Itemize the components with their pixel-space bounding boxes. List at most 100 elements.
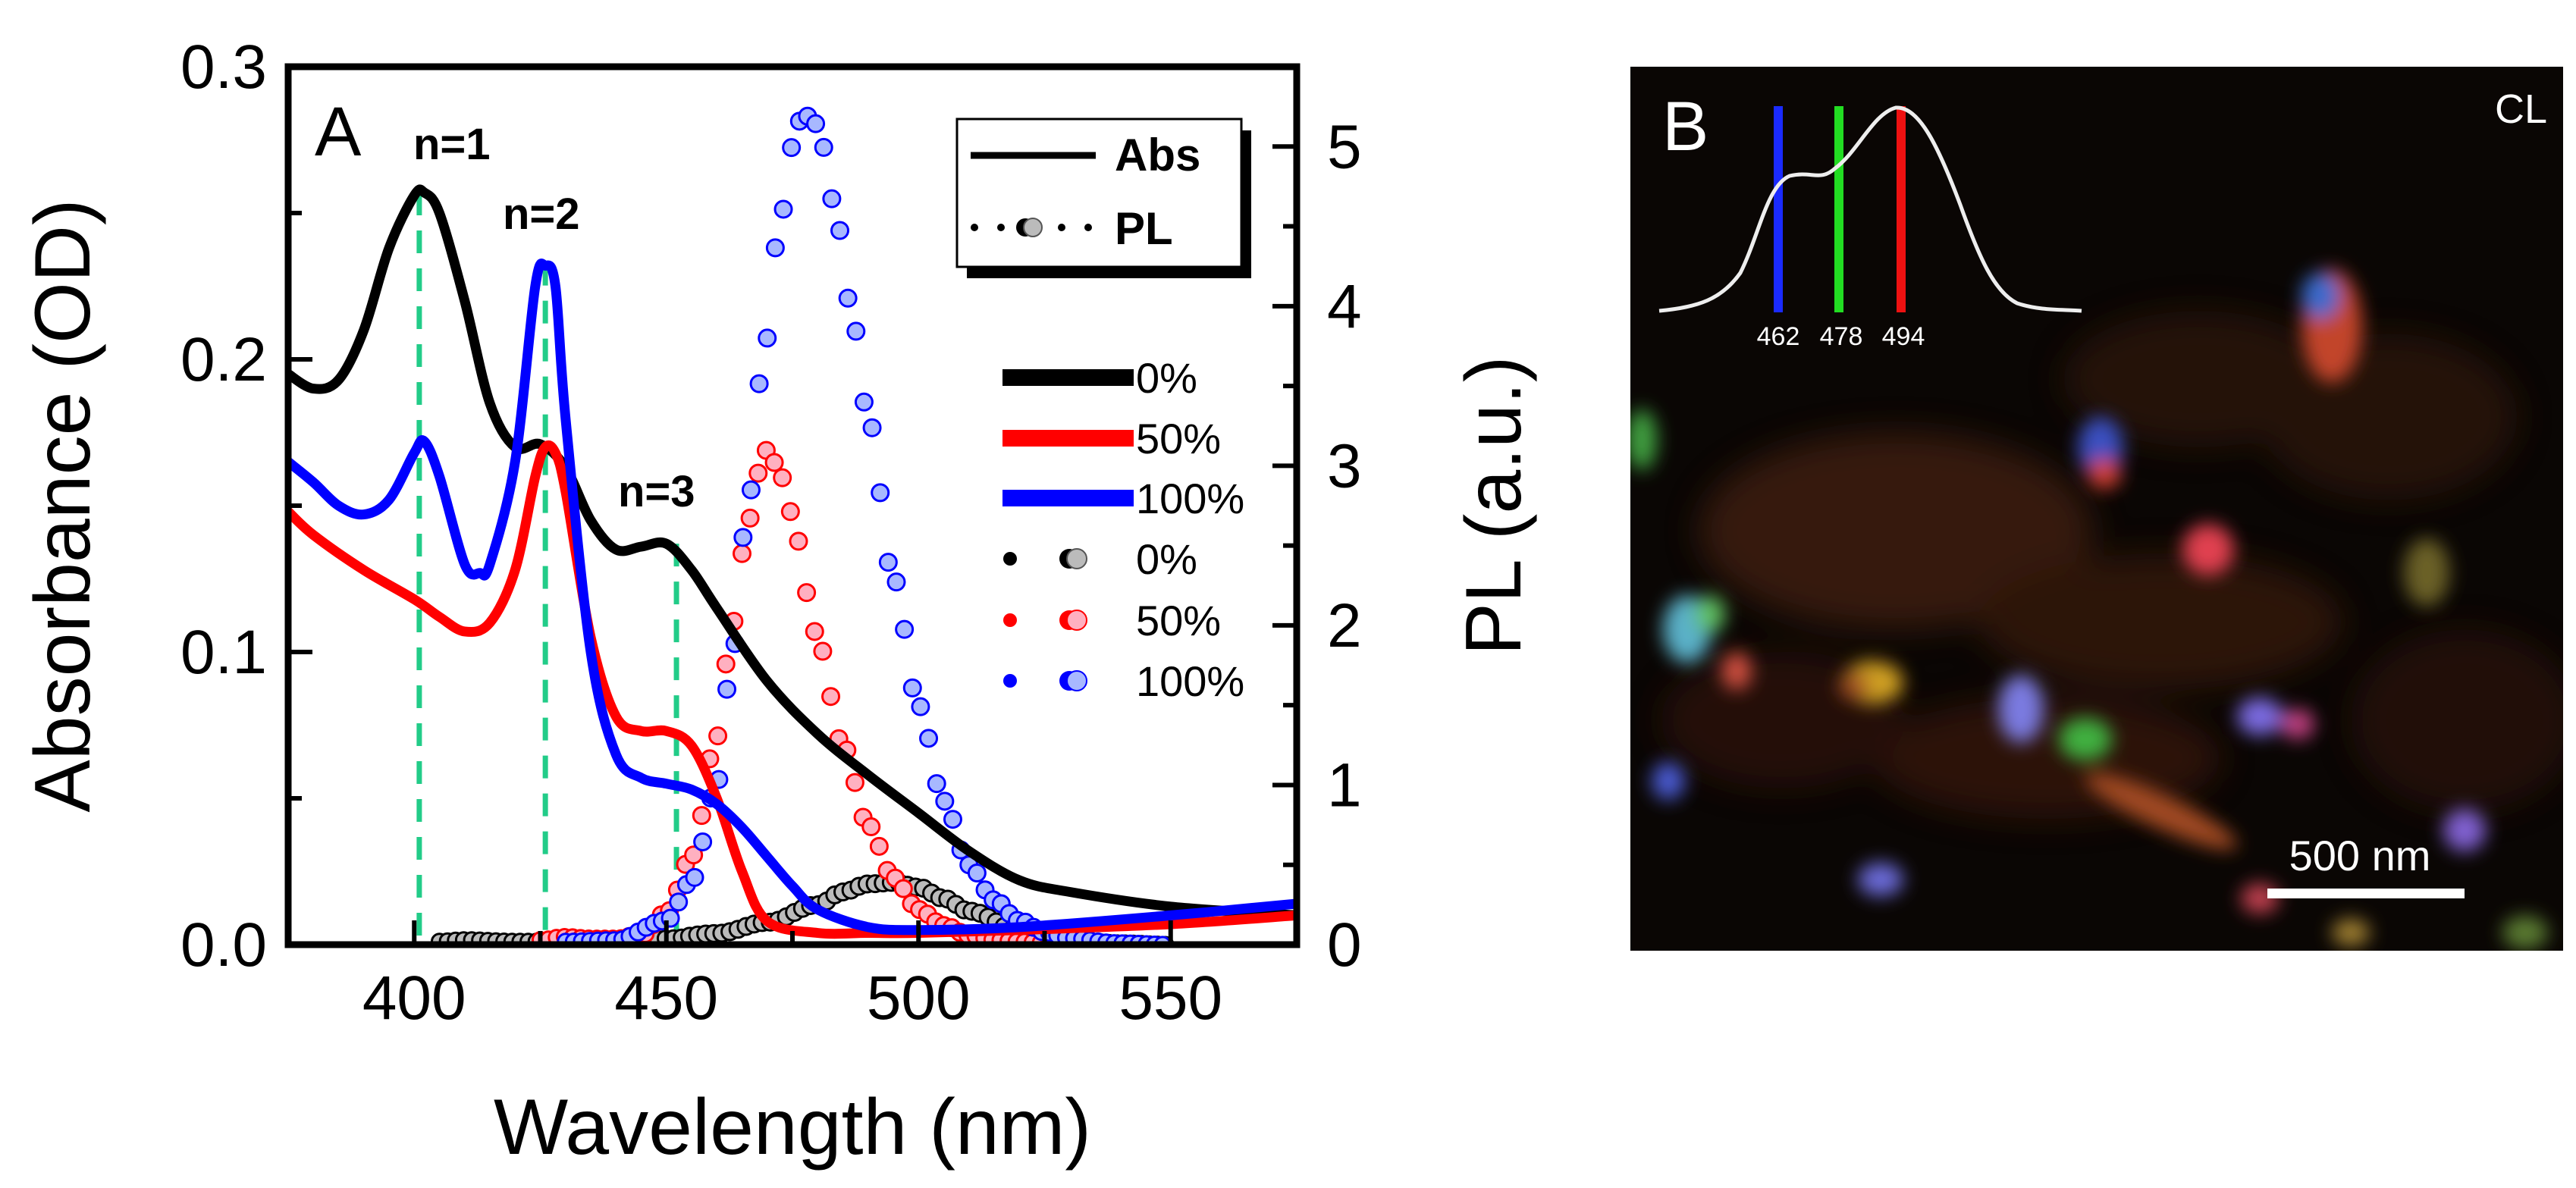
panel-b-cl-image: 462 478 494 B CL 500 nm	[1630, 67, 2563, 951]
pl-point	[789, 531, 808, 551]
y-tick-label-left: 0.1	[180, 618, 267, 687]
pl-point	[805, 622, 824, 641]
legend-pl-marker	[971, 218, 1092, 237]
pl-point	[854, 392, 874, 412]
legend-pl-100-marker	[1003, 670, 1087, 691]
pl-point	[758, 328, 777, 348]
pl-point	[748, 463, 768, 483]
pl-point	[862, 418, 882, 437]
legend-series: 0% 50% 100% 0% 50% 100%	[1002, 354, 1244, 705]
inset-label-494: 494	[1882, 322, 1925, 351]
pl-point	[902, 678, 922, 697]
pl-point	[780, 502, 800, 522]
pl-point	[733, 528, 753, 547]
pl-point	[693, 832, 713, 851]
x-axis-label: Wavelength (nm)	[494, 1083, 1091, 1171]
pl-point	[846, 321, 866, 341]
pl-point	[733, 544, 751, 563]
pl-point	[893, 879, 913, 898]
legend-abs-0-label: 0%	[1136, 354, 1197, 402]
pl-point	[749, 374, 769, 393]
pl-point	[911, 697, 930, 716]
y-tick-label-right: 3	[1327, 431, 1362, 500]
y-tick-label-left: 0.0	[180, 911, 267, 980]
annotation-n2: n=2	[503, 190, 580, 239]
pl-point	[830, 221, 850, 240]
legend-abs-50-label: 50%	[1136, 415, 1221, 462]
guide-lines	[416, 192, 679, 945]
pl-point	[692, 806, 711, 826]
y-tick-label-right: 1	[1327, 751, 1362, 820]
pl-point	[919, 729, 939, 748]
legend-abs-label: Abs	[1115, 130, 1200, 180]
pl-point	[895, 619, 915, 639]
legend-style-box	[955, 118, 1243, 268]
pl-point	[685, 867, 704, 887]
x-tick-label: 550	[1119, 964, 1222, 1033]
pl-point	[740, 508, 760, 528]
legend-pl-0-marker	[1003, 548, 1087, 569]
scale-bar	[2267, 889, 2465, 898]
pl-point	[869, 836, 889, 856]
legend-pl-50-marker	[1003, 610, 1087, 631]
cl-mode-label: CL	[2495, 86, 2547, 132]
pl-point	[943, 810, 962, 829]
pl-point	[717, 679, 737, 699]
scale-bar-label: 500 nm	[2289, 832, 2431, 879]
legend-abs-100-label: 100%	[1136, 475, 1244, 522]
annotation-n3: n=3	[618, 467, 695, 516]
y-tick-label-left: 0.2	[180, 325, 267, 394]
pl-point	[773, 468, 792, 487]
panel-a-chart: 400 450 500 550 0.0 0.1 0.2 0.3 0 1 2 3 4 5 Wavelengt…	[19, 33, 1538, 1171]
inset-spectrum-curve	[1658, 105, 2082, 313]
pl-point	[684, 845, 704, 865]
pl-point	[845, 773, 864, 792]
pl-point	[782, 138, 802, 158]
y-axis-label-right: PL (a.u.)	[1450, 356, 1538, 656]
y-axis-label-left: Absorbance (OD)	[19, 199, 107, 812]
panel-label-a: A	[315, 93, 362, 171]
abs-series-layer	[288, 184, 1297, 939]
legend-pl-50-label: 50%	[1136, 597, 1221, 644]
pl-series-50pct	[532, 440, 1122, 945]
pl-point	[741, 480, 761, 500]
x-tick-label: 450	[614, 964, 718, 1033]
pl-point	[838, 288, 858, 308]
pl-point	[797, 583, 817, 603]
pl-point	[822, 189, 842, 208]
pl-point	[716, 654, 736, 674]
abs-series-0pct	[288, 184, 1297, 920]
pl-point	[861, 817, 881, 837]
y-tick-label-right: 2	[1327, 591, 1362, 660]
cl-micrograph	[1630, 67, 2563, 951]
inset-label-478: 478	[1820, 322, 1863, 351]
y-tick-label-right: 0	[1327, 911, 1362, 980]
y-tick-label-right: 4	[1327, 272, 1362, 341]
inset-spectrum: 462 478 494	[1658, 105, 2082, 351]
pl-point	[765, 238, 785, 258]
pl-point	[764, 453, 784, 472]
pl-point	[773, 199, 793, 219]
legend-pl-0-label: 0%	[1136, 535, 1197, 583]
annotation-n1: n=1	[413, 120, 491, 169]
pl-point	[886, 572, 906, 592]
pl-point	[927, 774, 946, 794]
x-tick-label: 500	[867, 964, 971, 1033]
pl-point	[871, 483, 890, 503]
pl-point	[821, 687, 841, 707]
pl-point	[967, 863, 987, 882]
panel-label-b: B	[1662, 88, 1708, 165]
inset-label-462: 462	[1757, 322, 1800, 351]
axis-ticks: 400 450 500 550 0.0 0.1 0.2 0.3 0 1 2 3 4 5	[180, 33, 1362, 1033]
pl-point	[935, 791, 955, 811]
pl-point	[813, 641, 833, 661]
abs-series-100pct	[288, 259, 1297, 936]
pl-point	[878, 553, 898, 572]
x-tick-label: 400	[362, 964, 466, 1033]
y-tick-label-left: 0.3	[180, 33, 267, 102]
legend-pl-label: PL	[1115, 203, 1173, 254]
legend-pl-100-label: 100%	[1136, 657, 1244, 705]
legend-style: Abs PL	[955, 118, 1251, 278]
pl-point	[806, 114, 826, 133]
